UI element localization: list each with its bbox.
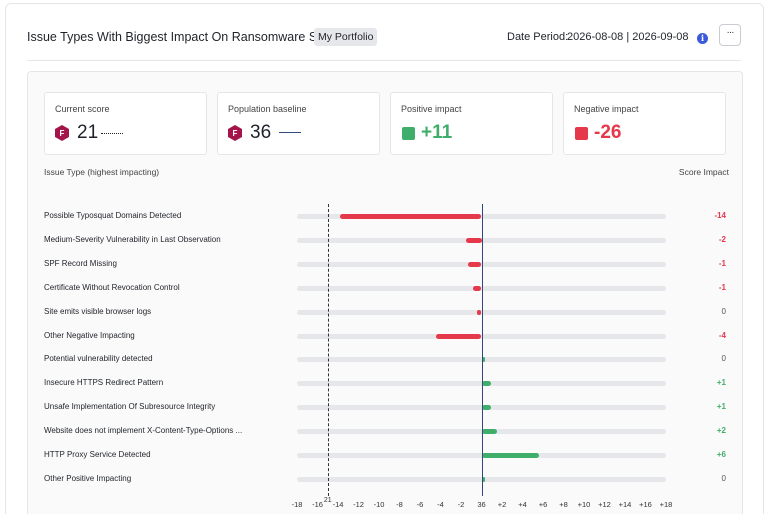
impact-bar[interactable] [436,333,482,339]
impact-bar[interactable] [466,237,482,243]
current-score-value: 21 [77,122,99,143]
x-axis-tick-label: +6 [538,500,548,509]
issue-type-label[interactable]: Site emits visible browser logs [44,306,152,316]
population-baseline-label: Population baseline [228,104,307,114]
impact-value: -1 [718,282,726,292]
current-score-axis-line [327,204,329,496]
portfolio-badge[interactable]: My Portfolio [314,28,378,46]
score-impact-column-header: Score Impact [678,167,729,177]
negative-impact-value: -26 [594,122,622,143]
impact-value: 0 [721,354,726,364]
x-axis-tick-label: +4 [518,500,527,509]
impact-bar[interactable] [473,285,482,291]
issue-type-label[interactable]: Insecure HTTPS Redirect Pattern [44,378,164,388]
x-axis-tick-label: -4 [437,500,444,509]
x-axis-tick-label: -2 [457,500,465,509]
impact-value: -2 [718,234,726,244]
impact-bar[interactable] [477,309,482,315]
issue-type-label[interactable]: HTTP Proxy Service Detected [44,450,151,459]
impact-value: +6 [716,450,726,459]
impact-value: +2 [716,426,726,436]
baseline-axis-line [481,204,483,496]
impact-panel: Current score F 21 Population baseline F… [27,71,743,514]
current-score-legend-line [101,133,123,134]
impact-value: +1 [716,378,726,388]
current-score-card: Current score F 21 [44,92,207,155]
more-options-button[interactable]: ··· [719,24,741,46]
impact-value: 0 [721,473,726,483]
issue-type-label[interactable]: Possible Typosquat Domains Detected [44,211,182,220]
x-axis-tick-label: -16 [312,500,323,509]
x-axis-tick-label: +2 [497,500,507,509]
x-axis-tick-label: -8 [396,500,403,509]
impact-value: -4 [718,330,726,340]
x-axis-tick-label: +12 [598,500,611,509]
svg-text:F: F [233,129,238,138]
grade-f-icon: F [55,125,69,141]
x-axis-tick-label: +14 [618,500,632,509]
grade-f-icon: F [228,125,242,141]
issue-type-label[interactable]: Unsafe Implementation Of Subresource Int… [44,402,216,412]
x-axis-tick-label: +16 [639,500,652,509]
issue-type-label[interactable]: Potential vulnerability detected [44,354,153,364]
x-axis-tick-label: -10 [373,500,385,509]
positive-impact-card: Positive impact +11 [390,92,553,155]
x-axis-tick-label: +8 [559,500,568,509]
svg-text:F: F [60,129,65,138]
impact-bar[interactable] [481,476,485,482]
impact-value: -14 [714,211,726,220]
impact-bar[interactable] [481,357,485,363]
impact-value: 0 [721,306,726,316]
issue-type-label[interactable]: Other Positive Impacting [44,473,132,483]
negative-impact-card: Negative impact -26 [563,92,726,155]
card-title: Issue Types With Biggest Impact On Ranso… [27,30,342,44]
x-axis-tick-label: 36 [477,500,486,509]
impact-bar-chart: Possible Typosquat Domains Detected -14 Me… [28,72,744,514]
impact-bar[interactable] [340,214,482,219]
population-baseline-legend-line [279,132,301,133]
impact-bar[interactable] [481,405,491,411]
issue-type-column-header: Issue Type (highest impacting) [44,167,160,177]
info-icon[interactable]: i [697,33,708,44]
impact-bar[interactable] [481,381,491,387]
positive-impact-value: +11 [421,122,453,143]
impact-bar[interactable] [481,453,539,458]
x-axis-tick-label: -14 [332,500,344,509]
x-axis-tick-label: -18 [291,500,303,509]
impact-bar[interactable] [468,261,482,267]
issue-type-label[interactable]: SPF Record Missing [44,258,117,268]
negative-impact-label: Negative impact [574,104,639,114]
current-score-tick-label: 21 [323,497,332,504]
impact-bar[interactable] [481,429,497,435]
date-period-value[interactable]: 2026-08-08 | 2026-09-08 [567,31,689,43]
x-axis-tick-label: -6 [416,500,424,509]
issue-type-label[interactable]: Certificate Without Revocation Control [44,282,180,292]
positive-square-icon [402,127,415,140]
negative-square-icon [575,127,588,140]
x-axis-tick-label: +18 [659,500,673,509]
date-period-label: Date Period: [507,31,569,43]
x-axis-tick-label: +10 [577,500,591,509]
issue-type-label[interactable]: Website does not implement X-Content-Typ… [44,426,243,436]
issue-type-label[interactable]: Other Negative Impacting [44,330,135,340]
impact-value: +1 [716,402,726,412]
population-baseline-card: Population baseline F 36 [217,92,380,155]
impact-value: -1 [718,258,726,268]
positive-impact-label: Positive impact [401,104,462,114]
card-header: Issue Types With Biggest Impact On Ranso… [6,4,765,61]
x-axis-tick-label: -12 [353,500,364,509]
current-score-label: Current score [55,104,110,114]
population-baseline-value: 36 [250,122,272,143]
header-divider [27,60,741,61]
chart-card: Issue Types With Biggest Impact On Ranso… [5,3,764,514]
issue-type-label[interactable]: Medium-Severity Vulnerability in Last Ob… [44,234,221,244]
